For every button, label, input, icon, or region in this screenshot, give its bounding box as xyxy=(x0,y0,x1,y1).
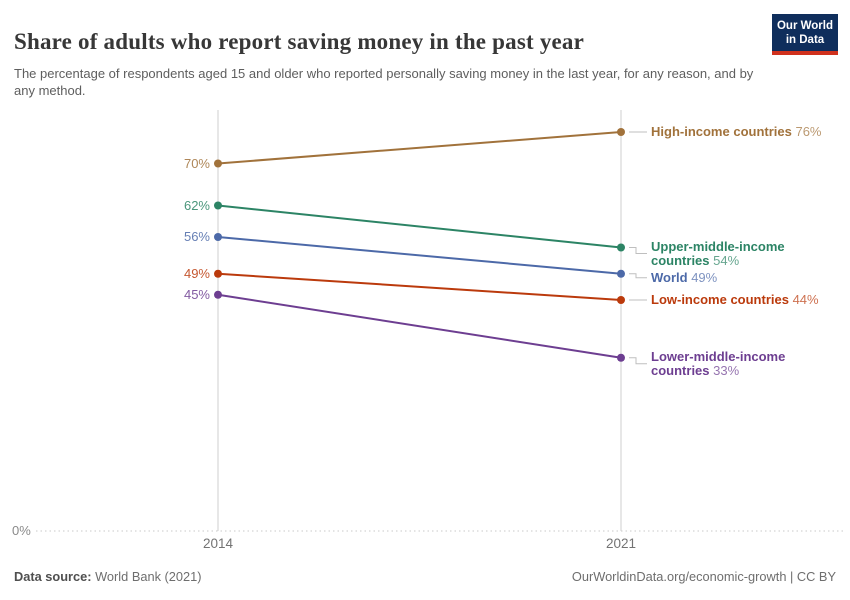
series-line-upper-middle-income-countries xyxy=(217,204,622,249)
data-source-label: Data source: xyxy=(14,569,92,584)
owid-logo: Our World in Data xyxy=(772,14,838,55)
series-name-text: Lower-middle-income xyxy=(651,348,786,364)
series-name-text: countries xyxy=(651,252,710,268)
series-end-value: 49% xyxy=(687,269,718,285)
series-name-text: countries xyxy=(651,362,710,378)
data-point-low-income-countries-2021[interactable] xyxy=(617,296,625,304)
label-connector xyxy=(629,273,647,279)
x-tick-2014: 2014 xyxy=(202,536,234,551)
series-end-value: 33% xyxy=(709,362,740,378)
series-name-text: High-income countries xyxy=(651,124,792,139)
series-name-text: Low-income countries xyxy=(651,292,789,307)
logo-line-1: Our World xyxy=(776,20,833,32)
footer-data-source: Data source: World Bank (2021) xyxy=(14,569,202,584)
label-connector xyxy=(629,357,647,365)
series-line-lower-middle-income-countries xyxy=(217,293,622,359)
page-subtitle: The percentage of respondents aged 15 an… xyxy=(14,66,754,98)
series-name-text: Upper-middle-income xyxy=(651,238,785,254)
series-end-value: 44% xyxy=(788,292,819,307)
series-label-world[interactable]: World 49% xyxy=(651,269,718,285)
label-connector xyxy=(629,247,647,254)
footer-license-link[interactable]: OurWorldinData.org/economic-growth | CC … xyxy=(571,569,836,584)
series-label-upper-middle-income-countries[interactable]: Upper-middle-income countries 54% xyxy=(651,238,785,268)
data-point-upper-middle-income-countries-2014[interactable] xyxy=(214,201,222,210)
series-line-world xyxy=(217,236,622,275)
series-start-value-world: 56% xyxy=(183,229,210,244)
y-axis-zero-label: 0% xyxy=(12,523,31,538)
data-source-value: World Bank (2021) xyxy=(91,569,202,584)
series-end-value: 54% xyxy=(709,252,740,268)
logo-line-2: in Data xyxy=(785,34,825,46)
data-point-high-income-countries-2021[interactable] xyxy=(617,128,625,136)
series-line-high-income-countries xyxy=(217,131,622,165)
series-start-value-low-income-countries: 49% xyxy=(183,265,210,281)
series-label-low-income-countries[interactable]: Low-income countries 44% xyxy=(651,293,819,307)
data-point-world-2021[interactable] xyxy=(617,269,625,278)
series-label-high-income-countries[interactable]: High-income countries 76% xyxy=(651,125,822,139)
data-point-world-2014[interactable] xyxy=(214,233,222,241)
page-title: Share of adults who report saving money … xyxy=(14,29,585,55)
data-point-lower-middle-income-countries-2021[interactable] xyxy=(617,353,625,362)
series-start-value-lower-middle-income-countries: 45% xyxy=(183,286,210,302)
series-label-lower-middle-income-countries[interactable]: Lower-middle-income countries 33% xyxy=(651,348,786,378)
series-line-low-income-countries xyxy=(217,272,622,301)
series-start-value-high-income-countries: 70% xyxy=(183,155,210,171)
data-point-upper-middle-income-countries-2021[interactable] xyxy=(617,243,625,252)
series-end-value: 76% xyxy=(791,124,822,139)
data-point-high-income-countries-2014[interactable] xyxy=(214,159,222,168)
data-point-low-income-countries-2014[interactable] xyxy=(214,269,222,278)
x-tick-2021: 2021 xyxy=(605,536,637,551)
data-point-lower-middle-income-countries-2014[interactable] xyxy=(214,290,222,299)
series-name-text: World xyxy=(651,269,688,285)
series-start-value-upper-middle-income-countries: 62% xyxy=(183,197,210,213)
